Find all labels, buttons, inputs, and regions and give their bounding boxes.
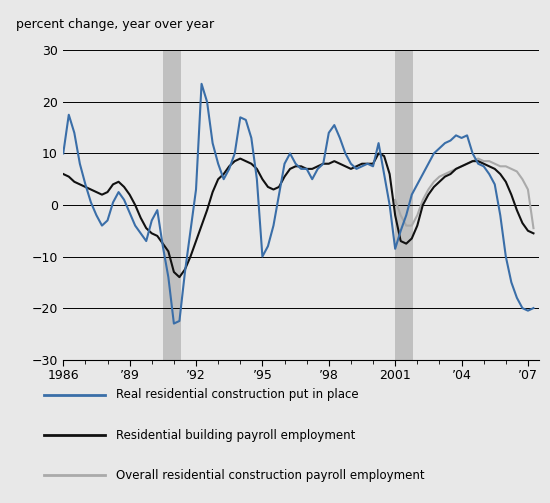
Text: Residential building payroll employment: Residential building payroll employment	[116, 429, 355, 442]
Text: Overall residential construction payroll employment: Overall residential construction payroll…	[116, 469, 424, 482]
Text: Real residential construction put in place: Real residential construction put in pla…	[116, 388, 358, 401]
Bar	[395, 50, 413, 360]
Text: percent change, year over year: percent change, year over year	[16, 18, 214, 31]
Bar	[163, 50, 180, 360]
